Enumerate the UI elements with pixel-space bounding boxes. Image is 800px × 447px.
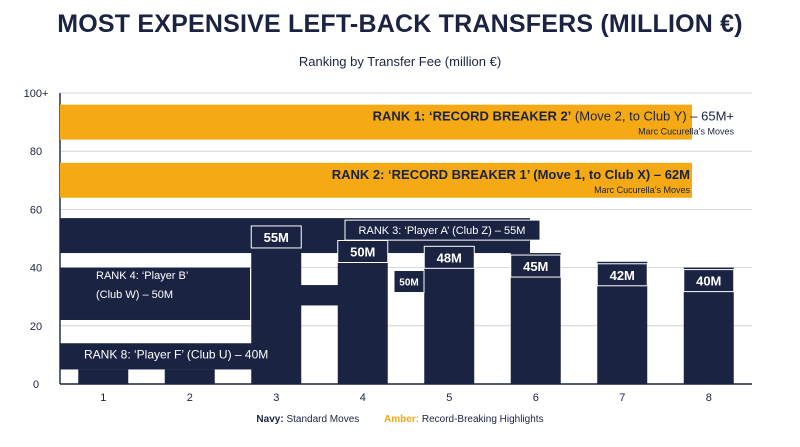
legend-key-navy: Navy: xyxy=(256,414,284,425)
annotation-rank8: RANK 8: ‘Player F’ (Club U) – 40M xyxy=(84,348,268,362)
bar xyxy=(78,369,129,384)
highlight-detail: (Move 2, to Club Y) – 65M+ xyxy=(571,109,734,124)
legend-key-amber: Amber: xyxy=(384,414,420,425)
bar-label-box xyxy=(510,254,562,278)
annotation-50m: 50M xyxy=(399,278,418,289)
highlight-label: RANK 2: ‘RECORD BREAKER 1’ (Move 1, to C… xyxy=(332,167,690,182)
bar-value-label: 40M xyxy=(696,274,721,289)
chart-title: MOST EXPENSIVE LEFT-BACK TRANSFERS (MILL… xyxy=(57,10,743,38)
x-tick-label: 5 xyxy=(446,392,452,404)
x-tick-label: 8 xyxy=(706,392,712,404)
highlight-rank: RANK 1: ‘RECORD BREAKER 2’ xyxy=(373,109,572,124)
legend-text-navy: Standard Moves xyxy=(286,414,360,425)
y-tick-label: 60 xyxy=(30,204,42,216)
y-tick-label: 80 xyxy=(30,146,42,158)
bar-label-box xyxy=(683,269,735,293)
annotation-rank4-line2: (Club W) – 50M xyxy=(96,289,173,301)
annotation-connector xyxy=(300,285,340,306)
annotation-band-rank4 xyxy=(60,267,250,320)
y-tick-label: 100+ xyxy=(24,88,49,100)
bar-value-label: 42M xyxy=(610,268,635,283)
highlight-band xyxy=(60,162,692,198)
x-tick-label: 7 xyxy=(619,392,625,404)
y-tick-label: 20 xyxy=(30,321,42,333)
chart-subtitle: Ranking by Transfer Fee (million €) xyxy=(298,54,502,69)
annotation-rank4-line1: RANK 4: ‘Player B’ xyxy=(96,270,188,282)
bar-value-label: 48M xyxy=(437,250,462,265)
bar-label-box xyxy=(596,263,648,287)
legend-text-amber: Record-Breaking Highlights xyxy=(421,414,544,425)
bar-label-box xyxy=(250,225,302,249)
x-tick-label: 2 xyxy=(187,392,193,404)
annotation-box-rank3 xyxy=(344,219,541,241)
x-tick-label: 1 xyxy=(100,392,106,404)
x-tick-label: 6 xyxy=(533,392,539,404)
bar-value-label: 50M xyxy=(350,245,375,260)
highlight-note: Marc Cucurella’s Moves xyxy=(594,185,690,195)
highlight-label: RANK 1: ‘RECORD BREAKER 2’ (Move 2, to C… xyxy=(373,109,734,124)
annotation-band-rank8 xyxy=(60,343,290,370)
annotation-box-50m xyxy=(393,270,425,294)
x-tick-label: 4 xyxy=(360,392,366,404)
annotation-rank3: RANK 3: ‘Player A’ (Club Z) – 55M xyxy=(359,225,526,237)
legend: Navy: Standard Moves Amber: Record-Break… xyxy=(0,414,800,425)
bar xyxy=(164,369,215,384)
y-tick-label: 40 xyxy=(30,263,42,275)
bar-value-label: 45M xyxy=(523,259,548,274)
highlight-detail: (Move 1, to Club X) – 62M xyxy=(530,167,690,182)
y-tick-label: 0 xyxy=(33,379,39,391)
bar-label-box xyxy=(423,245,475,269)
highlight-note: Marc Cucurella’s Moves xyxy=(638,127,734,137)
x-tick-label: 3 xyxy=(273,392,279,404)
bar-value-label: 55M xyxy=(264,230,289,245)
highlight-band xyxy=(60,104,692,140)
highlight-rank: RANK 2: ‘RECORD BREAKER 1’ xyxy=(332,167,530,182)
